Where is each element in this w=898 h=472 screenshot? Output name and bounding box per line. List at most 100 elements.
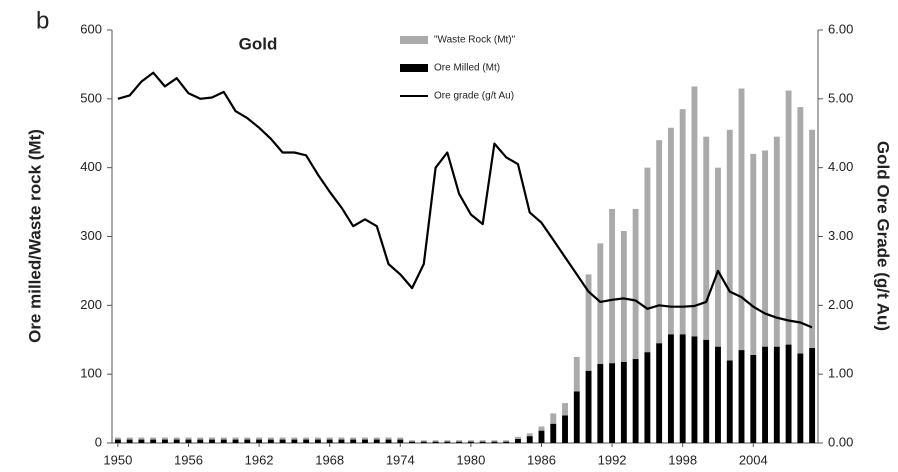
bar [220, 439, 227, 443]
y2-tick-label: 2.00 [828, 297, 853, 312]
y-axis-title: Ore milled/Waste rock (Mt) [25, 129, 44, 343]
bar [562, 415, 568, 443]
y-tick-label: 600 [80, 21, 102, 36]
bar [326, 437, 333, 440]
bar [432, 441, 439, 443]
bar [797, 353, 804, 443]
bar [420, 441, 427, 443]
bar [809, 129, 816, 349]
chart-title: Gold [239, 34, 278, 53]
bar [679, 334, 686, 443]
bar [432, 440, 439, 442]
bar [644, 167, 651, 353]
bar [138, 437, 145, 440]
bar [656, 343, 663, 443]
bar [785, 90, 792, 345]
bar [326, 439, 333, 443]
bar [597, 363, 604, 443]
bar [303, 439, 310, 443]
bar [691, 336, 698, 443]
bar [526, 436, 533, 443]
panel-label: b [36, 7, 49, 34]
bar [762, 150, 768, 347]
bar [162, 439, 168, 443]
bar [150, 439, 157, 443]
y2-tick-label: 3.00 [828, 228, 853, 243]
bar [444, 440, 451, 442]
bar [656, 140, 663, 344]
bar [303, 437, 310, 440]
bar [350, 439, 357, 443]
bar [750, 354, 757, 443]
y2-tick-label: 0.00 [828, 434, 853, 449]
bar [444, 441, 451, 443]
bar [291, 437, 298, 440]
x-tick-label: 2004 [739, 452, 768, 467]
legend-swatch [400, 64, 428, 72]
bar [809, 348, 816, 443]
bar [197, 437, 204, 440]
bar [726, 129, 733, 361]
bar [773, 346, 780, 443]
bar [597, 243, 604, 364]
bar [314, 439, 321, 443]
bar [691, 86, 698, 337]
bar [185, 437, 192, 440]
line [117, 71, 813, 329]
y-tick-label: 0 [95, 434, 102, 449]
bar [244, 439, 251, 443]
bar [267, 439, 274, 443]
bar [197, 439, 204, 443]
bar [138, 439, 145, 443]
bar [491, 440, 498, 442]
bar [267, 437, 274, 440]
bar [515, 436, 521, 439]
bar [620, 230, 627, 362]
bar [409, 441, 415, 443]
bar [515, 438, 521, 443]
bar [209, 439, 215, 443]
bar [362, 439, 368, 443]
bar [609, 363, 616, 443]
legend-swatch [400, 36, 428, 44]
bar [703, 339, 710, 443]
bar [491, 441, 498, 443]
bar [538, 426, 545, 431]
bar [503, 440, 510, 442]
y2-tick-label: 4.00 [828, 159, 853, 174]
bar [114, 439, 121, 443]
bar [620, 361, 627, 443]
y2-tick-label: 5.00 [828, 90, 853, 105]
x-tick-label: 1968 [315, 452, 344, 467]
bar [573, 391, 580, 443]
bar [162, 437, 168, 440]
bar [562, 403, 568, 416]
bar [350, 437, 357, 440]
bar [479, 441, 486, 443]
bar [703, 136, 710, 340]
bar [373, 437, 380, 440]
bar [362, 437, 368, 440]
bar [667, 127, 674, 335]
bar [420, 440, 427, 442]
bar [609, 208, 616, 364]
bar [797, 107, 804, 354]
bar [279, 437, 286, 440]
bar [126, 437, 133, 440]
bar [750, 153, 757, 355]
y-tick-label: 200 [80, 297, 102, 312]
bar [397, 437, 404, 440]
x-tick-label: 1980 [456, 452, 485, 467]
bar [467, 440, 474, 442]
legend-label: Ore Milled (Mt) [434, 63, 500, 74]
bar [585, 274, 592, 371]
bar [220, 437, 227, 440]
bar [785, 344, 792, 443]
bar [573, 356, 580, 392]
x-tick-label: 1956 [174, 452, 203, 467]
x-tick-label: 1986 [527, 452, 556, 467]
x-tick-label: 1950 [103, 452, 132, 467]
legend-label: Ore grade (g/t Au) [434, 91, 514, 102]
y2-tick-label: 6.00 [828, 21, 853, 36]
